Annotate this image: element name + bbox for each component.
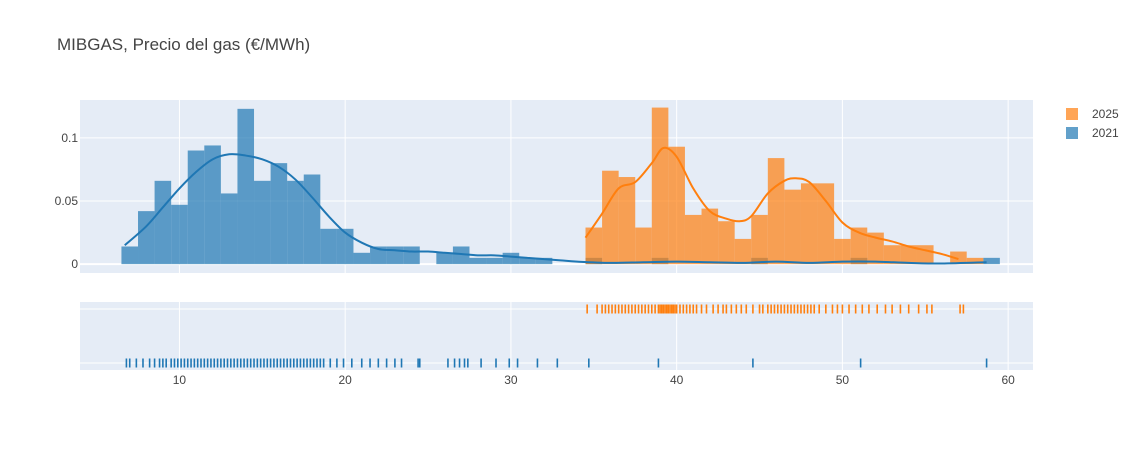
histogram-bar (336, 228, 354, 265)
histogram-bar (237, 108, 255, 265)
histogram-bar (817, 183, 835, 265)
x-tick-label: 20 (339, 373, 353, 387)
legend-swatch (1066, 127, 1078, 139)
histogram-bar (950, 251, 967, 265)
legend[interactable]: 2025 2021 (1066, 107, 1119, 140)
histogram-bar (138, 211, 155, 265)
x-tick-label: 40 (670, 373, 684, 387)
histogram-bar (651, 107, 669, 265)
x-axis: 10 20 30 40 50 60 (173, 373, 1015, 387)
legend-swatch (1066, 108, 1078, 120)
histogram-bar (718, 221, 735, 265)
histogram-bar (635, 227, 652, 265)
histogram-bar (734, 238, 752, 265)
histogram-bar (883, 245, 901, 265)
rug-plot (80, 302, 1033, 370)
y-tick-label: 0.05 (55, 194, 79, 208)
histogram-bar (287, 180, 304, 265)
histogram-bar (585, 227, 603, 265)
histogram-bar (320, 228, 337, 265)
histogram-bar (701, 208, 719, 265)
histogram-bar (535, 257, 553, 265)
y-axis: 0 0.05 0.1 (55, 131, 79, 271)
chart-title: MIBGAS, Precio del gas (€/MWh) (57, 35, 310, 54)
histogram-bar (900, 245, 917, 265)
histogram-bar (767, 158, 785, 265)
histogram-bar (436, 252, 453, 265)
histogram-bar (486, 257, 503, 265)
histogram-bar (204, 145, 221, 265)
histogram-bar (966, 257, 984, 265)
legend-item-2025[interactable]: 2025 (1066, 107, 1119, 121)
histogram-bar (834, 238, 851, 265)
legend-label: 2021 (1092, 126, 1119, 140)
x-tick-label: 10 (173, 373, 187, 387)
histogram-bar (469, 257, 487, 265)
rug-2025 (586, 304, 965, 314)
histogram-bar (154, 180, 172, 265)
histogram-bar (303, 174, 321, 265)
histogram-bar (187, 150, 205, 265)
histogram-bar (867, 232, 884, 265)
histogram-bar (850, 227, 868, 265)
series-2025 (585, 107, 984, 265)
histogram-bar (983, 257, 1000, 265)
histogram-bar (800, 183, 818, 265)
histogram-bar (353, 252, 371, 265)
histogram-bar (784, 189, 801, 265)
y-tick-label: 0 (71, 257, 78, 271)
kde-curve-2025 (584, 146, 959, 261)
histogram-plot (80, 100, 1033, 273)
x-tick-label: 50 (836, 373, 850, 387)
histogram-bar (254, 180, 271, 265)
histogram-bar (519, 257, 536, 265)
histogram-bar (171, 204, 188, 265)
histogram-bar (403, 246, 420, 265)
kde-curve-2021 (124, 153, 987, 265)
histogram-bar (121, 246, 139, 265)
rug-background (80, 302, 1033, 370)
y-tick-label: 0.1 (61, 131, 78, 145)
legend-item-2021[interactable]: 2021 (1066, 126, 1119, 140)
x-tick-label: 60 (1001, 373, 1015, 387)
histogram-bar (452, 246, 470, 265)
histogram-bar (668, 146, 685, 265)
legend-label: 2025 (1092, 107, 1119, 121)
histogram-bar (502, 252, 520, 265)
histogram-bar (618, 177, 636, 265)
histogram-bar (751, 214, 768, 265)
rug-2021 (125, 358, 988, 368)
histogram-bar (370, 246, 387, 265)
histogram-bar (602, 170, 619, 265)
histogram-bar (270, 163, 288, 265)
histogram-bar (220, 193, 238, 265)
series-2021 (121, 108, 1000, 265)
x-tick-label: 30 (504, 373, 518, 387)
histogram-bar (684, 214, 702, 265)
